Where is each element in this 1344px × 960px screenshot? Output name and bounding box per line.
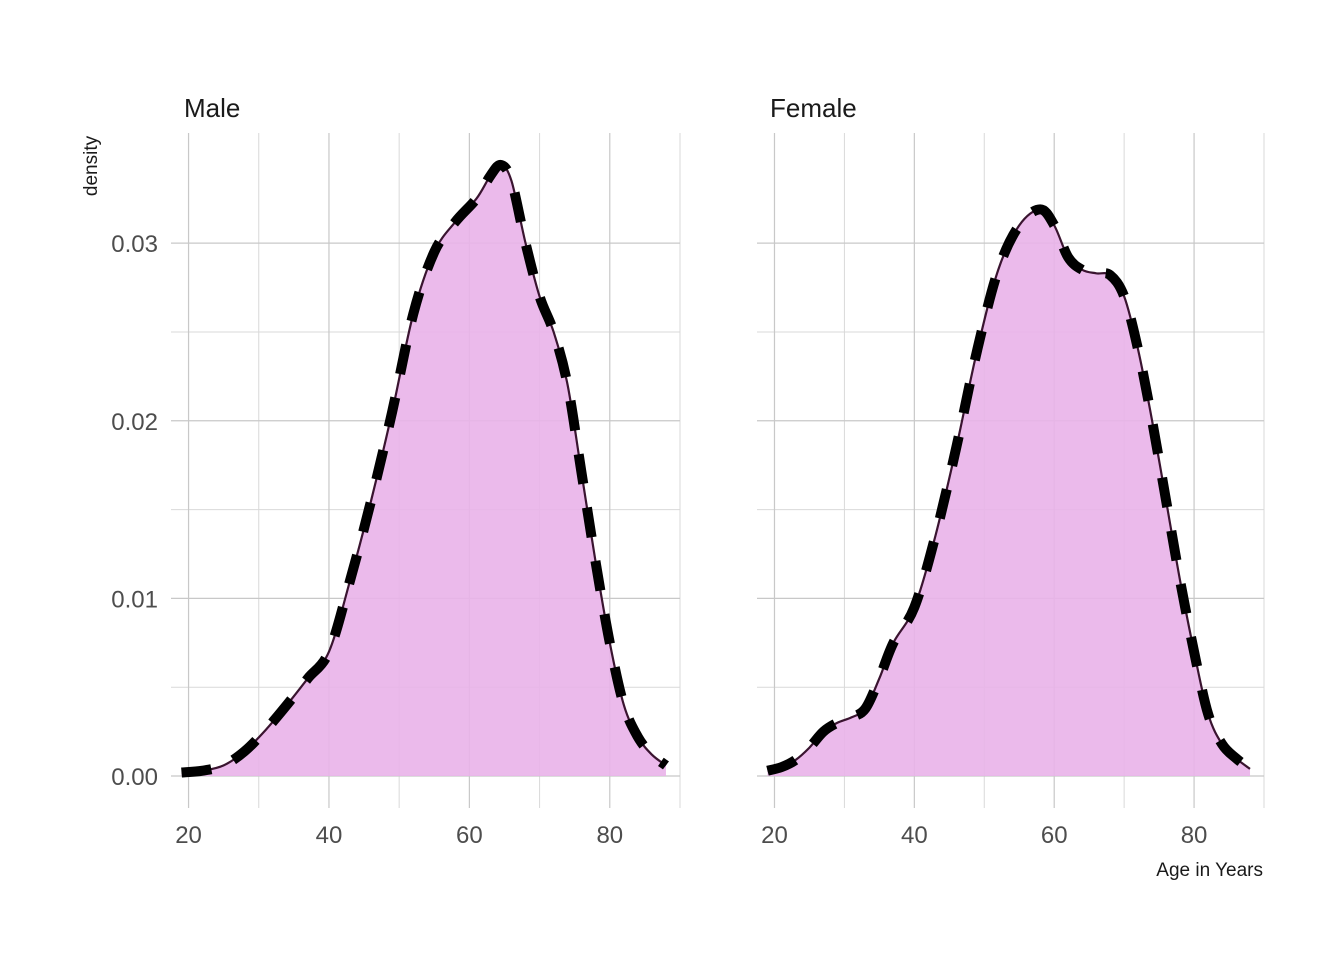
panel-title-female: Female [770, 93, 857, 123]
y-tick-label: 0.03 [111, 231, 158, 258]
x-tick-label: 20 [175, 822, 202, 849]
y-tick-label: 0.01 [111, 586, 158, 613]
y-tick-label: 0.00 [111, 764, 158, 791]
x-tick-label: 20 [761, 822, 788, 849]
panels-layer: Male 20 40 60 80 0.00 0.01 0.02 0.03 Female 20 40 60… [111, 93, 1265, 849]
panel-male: Male 20 40 60 80 0.00 0.01 0.02 0.03 [111, 93, 681, 849]
density-area-female [767, 209, 1251, 777]
x-tick-label: 60 [1041, 822, 1068, 849]
x-tick-label: 80 [596, 822, 623, 849]
density-line-female [767, 208, 1251, 772]
x-tick-label: 60 [456, 822, 483, 849]
x-tick-label: 40 [316, 822, 343, 849]
x-axis-title: Age in Years [1156, 860, 1263, 881]
x-tick-label: 80 [1181, 822, 1208, 849]
y-axis-title: density [81, 135, 102, 196]
density-area-male [181, 164, 666, 777]
density-dashed-line-male [181, 159, 669, 778]
panel-title-male: Male [184, 93, 240, 123]
x-tick-label: 40 [901, 822, 928, 849]
panel-female: Female 20 40 60 80 [757, 93, 1265, 849]
y-tick-label: 0.02 [111, 409, 158, 436]
